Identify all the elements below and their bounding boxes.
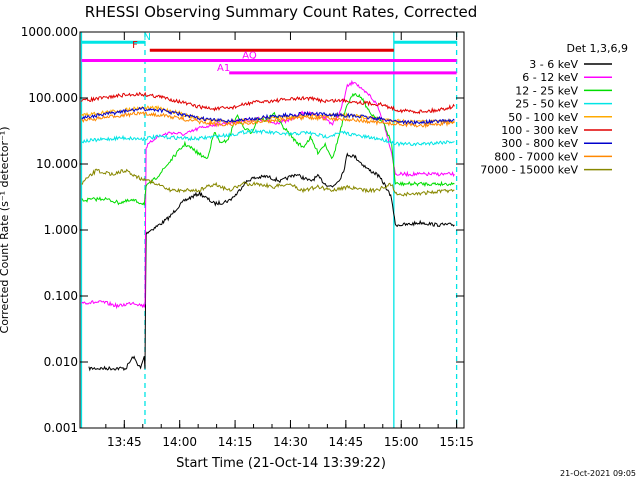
x-tick-label: 15:00	[384, 435, 419, 449]
x-tick-label: 14:30	[273, 435, 308, 449]
legend-label-300-800-kev: 300 - 800 keV	[501, 137, 578, 150]
series-line-100-300-kev	[81, 91, 455, 115]
x-tick-label: 14:45	[329, 435, 364, 449]
x-tick-label: 13:45	[107, 435, 142, 449]
series-layer	[81, 79, 455, 372]
y-tick-label: 0.100	[44, 289, 78, 303]
legend-label-100-300-kev: 100 - 300 keV	[501, 124, 578, 137]
legend-label-25-50-kev: 25 - 50 keV	[515, 98, 578, 111]
vertical-markers	[80, 32, 458, 428]
y-tick-label: 1000.000	[21, 25, 78, 39]
plot-frame	[79, 31, 465, 429]
axes: 0.001 0.010 0.100 1.000 10.000 100.000 1000.00…	[21, 25, 474, 449]
series-line-800-7000-kev	[81, 111, 455, 129]
y-tick-label: 0.010	[44, 355, 78, 369]
legend-label-3-6-kev: 3 - 6 keV	[529, 58, 578, 71]
x-tick-label: 14:00	[162, 435, 197, 449]
series-line-300-800-kev	[81, 106, 455, 126]
legend-label-12-25-kev: 12 - 25 keV	[515, 84, 578, 97]
y-tick-label: 1.000	[44, 223, 78, 237]
y-tick-label: 10.000	[36, 157, 78, 171]
legend-label-6-12-kev: 6 - 12 keV	[522, 71, 578, 84]
flag-label-f: F	[132, 40, 138, 51]
x-tick-label: 14:15	[218, 435, 253, 449]
series-line-25-50-kev	[81, 128, 455, 148]
legend-title: Det 1,3,6,9	[566, 42, 628, 55]
y-tick-label: 0.001	[44, 421, 78, 435]
x-tick-label: 15:15	[439, 435, 474, 449]
series-line-7000-15000-kev	[81, 168, 455, 197]
legend-label-800-7000-kev: 800 - 7000 keV	[494, 150, 578, 163]
y-tick-label: 100.000	[28, 91, 78, 105]
legend-label-50-100-kev: 50 - 100 keV	[508, 111, 578, 124]
series-line-3-6-kev	[88, 152, 455, 372]
chart-title: RHESSI Observing Summary Count Rates, Co…	[85, 3, 478, 21]
flag-label-aq: AQ	[242, 50, 257, 61]
legend-label-7000-15000-kev: 7000 - 15000 keV	[480, 164, 578, 177]
y-axis-label: Corrected Count Rate (s⁻¹ detector⁻¹)	[0, 127, 11, 334]
x-axis-label: Start Time (21-Oct-14 13:39:22)	[176, 456, 386, 471]
flag-label-n: N	[143, 32, 150, 43]
footer-date-stamp: 21-Oct-2021 09:05	[560, 469, 636, 478]
flag-bars: NF AQ A1	[81, 32, 457, 75]
flag-label-a1: A1	[217, 63, 230, 74]
